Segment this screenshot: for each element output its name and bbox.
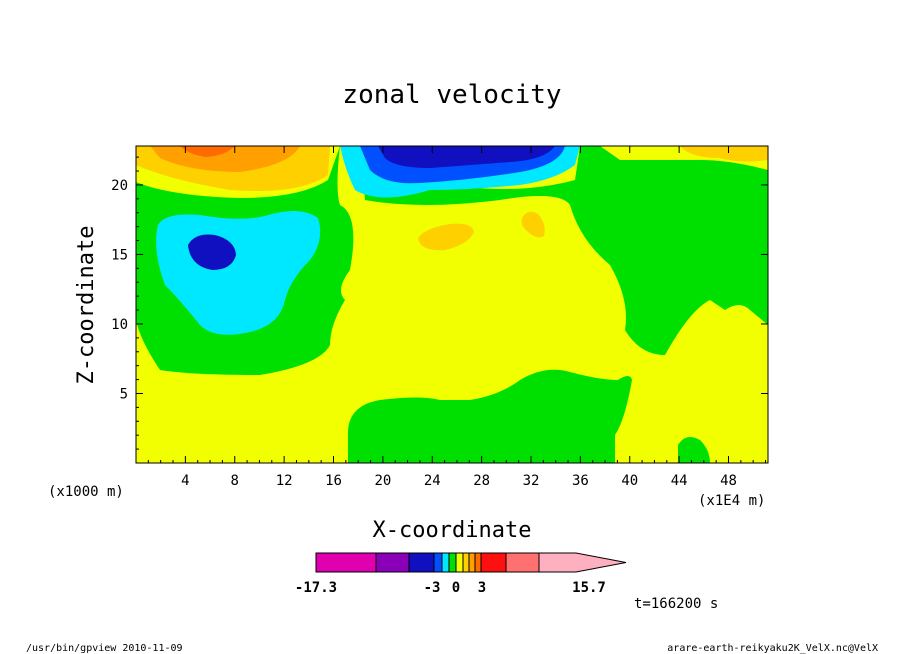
colorbar-bin-9: [474, 552, 482, 573]
footer-right: arare-earth-reikyaku2K_VelX.nc@VelX: [667, 643, 878, 654]
colorbar-bin-11: [505, 552, 540, 573]
region-orange-topright: [680, 146, 768, 162]
x-tick-label-1: 8: [231, 473, 239, 489]
x-tick-label-11: 48: [720, 473, 737, 489]
region-red-topleft: [180, 146, 235, 157]
colorbar-tick-label-3: 3: [478, 580, 486, 596]
colorbar-bin-8: [468, 552, 476, 573]
y-axis-ticks: 5 10 15 20: [111, 156, 768, 450]
x-tick-label-3: 16: [325, 473, 342, 489]
colorbar-tick-label-4: 15.7: [572, 580, 606, 596]
region-green-bottom: [348, 369, 632, 463]
colorbar-bin-5: [448, 552, 457, 573]
colorbar-bin-4: [441, 552, 450, 573]
y-tick-label-2: 15: [111, 247, 128, 263]
color-bar-ticks: -17.3 -3 0 3 15.7: [295, 580, 606, 596]
x-axis-label: X-coordinate: [373, 518, 532, 543]
region-green-bottom-right: [678, 436, 710, 463]
chart-title: zonal velocity: [342, 80, 561, 110]
x-units-right: (x1E4 m): [698, 493, 765, 509]
region-orange-blob-2: [521, 211, 545, 238]
time-label: t=166200 s: [634, 596, 718, 612]
colorbar-bin-1: [375, 552, 410, 573]
x-tick-label-4: 20: [374, 473, 391, 489]
colorbar-tick-label-2: 0: [452, 580, 460, 596]
colorbar-bin-3: [433, 552, 443, 573]
y-axis-label: Z-coordinate: [74, 226, 99, 385]
colorbar-bin-7: [462, 552, 470, 573]
region-green-main: [136, 146, 768, 375]
x-tick-label-9: 40: [621, 473, 638, 489]
footer-left: /usr/bin/gpview 2010-11-09: [26, 643, 183, 654]
x-tick-label-6: 28: [473, 473, 490, 489]
colorbar-bin-0: [315, 552, 377, 573]
x-units-left: (x1000 m): [48, 484, 124, 500]
colorbar-bin-6: [455, 552, 464, 573]
colorbar-tick-label-0: -17.3: [295, 580, 337, 596]
x-tick-label-2: 12: [276, 473, 293, 489]
region-darkblue-topmid: [378, 146, 555, 168]
colorbar-arrow: [538, 552, 627, 573]
colorbar-bin-10: [480, 552, 507, 573]
color-bar: [315, 552, 627, 573]
y-tick-label-1: 10: [111, 317, 128, 333]
y-tick-label-3: 20: [111, 178, 128, 194]
region-orange-blob-1: [418, 223, 474, 251]
colorbar-tick-label-1: -3: [424, 580, 441, 596]
x-tick-label-10: 44: [671, 473, 688, 489]
x-tick-label-8: 36: [572, 473, 589, 489]
x-tick-label-0: 4: [181, 473, 189, 489]
contour-field: [136, 146, 768, 463]
x-axis-ticks: 4 8 12 16 20 24 28 32 36 40 44 48: [147, 146, 767, 489]
colorbar-bin-2: [408, 552, 435, 573]
region-blue-left: [188, 234, 236, 270]
plot-frame: [135, 145, 769, 464]
region-darkorange-topleft: [150, 146, 300, 172]
x-tick-label-7: 32: [523, 473, 540, 489]
x-tick-label-5: 24: [424, 473, 441, 489]
y-tick-label-0: 5: [120, 386, 128, 402]
